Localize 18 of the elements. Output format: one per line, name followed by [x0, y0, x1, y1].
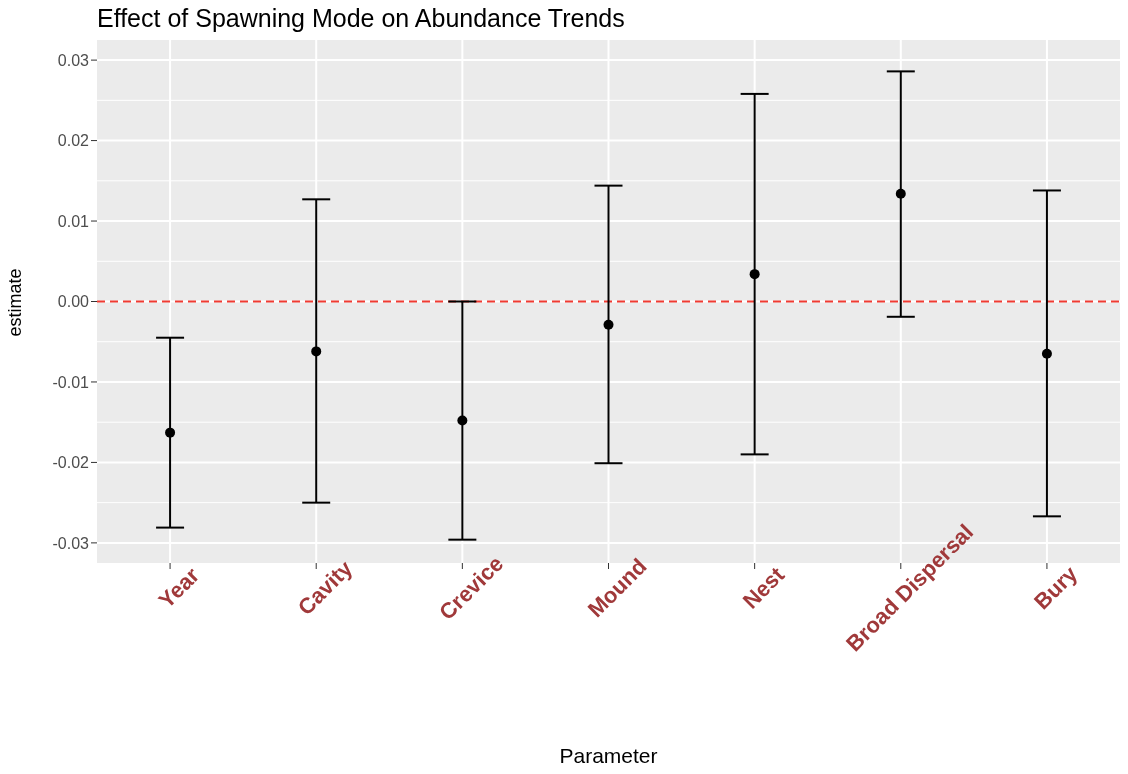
- y-tick-label: -0.01: [52, 373, 90, 391]
- point: [895, 188, 906, 199]
- point: [603, 319, 614, 330]
- x-axis-title: Parameter: [558, 744, 659, 768]
- y-tick-label: 0.03: [57, 51, 90, 69]
- point: [749, 269, 760, 280]
- x-tick-label: Year: [153, 562, 205, 614]
- y-tick-label: -0.02: [52, 454, 90, 472]
- y-axis-title: estimate: [4, 267, 26, 337]
- y-tick-label: 0.02: [57, 132, 90, 150]
- point: [165, 427, 176, 438]
- chart-title: Effect of Spawning Mode on Abundance Trends: [97, 4, 625, 33]
- y-tick-label: -0.03: [52, 534, 90, 552]
- point: [311, 346, 322, 357]
- point: [1041, 348, 1052, 359]
- y-tick-label: 0.00: [57, 293, 90, 311]
- y-tick-label: 0.01: [57, 212, 90, 230]
- point: [457, 415, 468, 426]
